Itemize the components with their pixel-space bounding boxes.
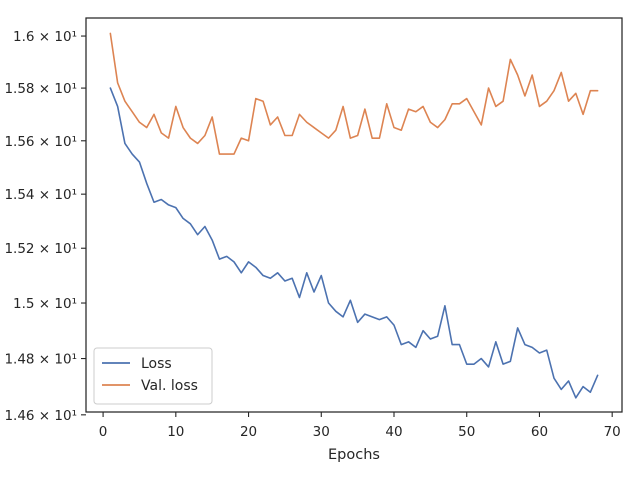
y-tick-label: 1.52 × 10¹ [4, 241, 77, 257]
y-tick-label: 1.58 × 10¹ [4, 81, 77, 97]
legend-label: Loss [141, 356, 172, 372]
y-tick-label: 1.48 × 10¹ [4, 352, 77, 368]
legend-box [93, 347, 213, 405]
x-tick-label: 40 [385, 424, 402, 440]
ticks-layer: 0 10 20 30 40 50 60 70 1.46 × 10¹ 1.48 × 10¹ 1.5 ×… [4, 29, 620, 440]
legend: Loss Val. loss [93, 347, 213, 405]
y-tick-label: 1.5 × 10¹ [13, 296, 77, 312]
x-tick-label: 0 [99, 424, 108, 440]
legend-label: Val. loss [141, 378, 198, 394]
y-tick-label: 1.56 × 10¹ [4, 134, 77, 150]
y-tick-label: 1.6 × 10¹ [13, 29, 77, 45]
x-tick-label: 70 [604, 424, 621, 440]
x-tick-label: 30 [313, 424, 330, 440]
x-tick-label: 50 [458, 424, 475, 440]
x-tick-label: 20 [240, 424, 257, 440]
axes-frame [85, 17, 623, 413]
series-line-val-loss [109, 32, 599, 155]
series-line-loss [109, 87, 599, 399]
y-tick-label: 1.54 × 10¹ [4, 187, 77, 203]
x-axis-label: Epochs [328, 447, 380, 463]
y-tick-label: 1.46 × 10¹ [4, 408, 77, 424]
x-tick-label: 10 [167, 424, 184, 440]
x-tick-label: 60 [531, 424, 548, 440]
plot-layer [109, 32, 599, 399]
